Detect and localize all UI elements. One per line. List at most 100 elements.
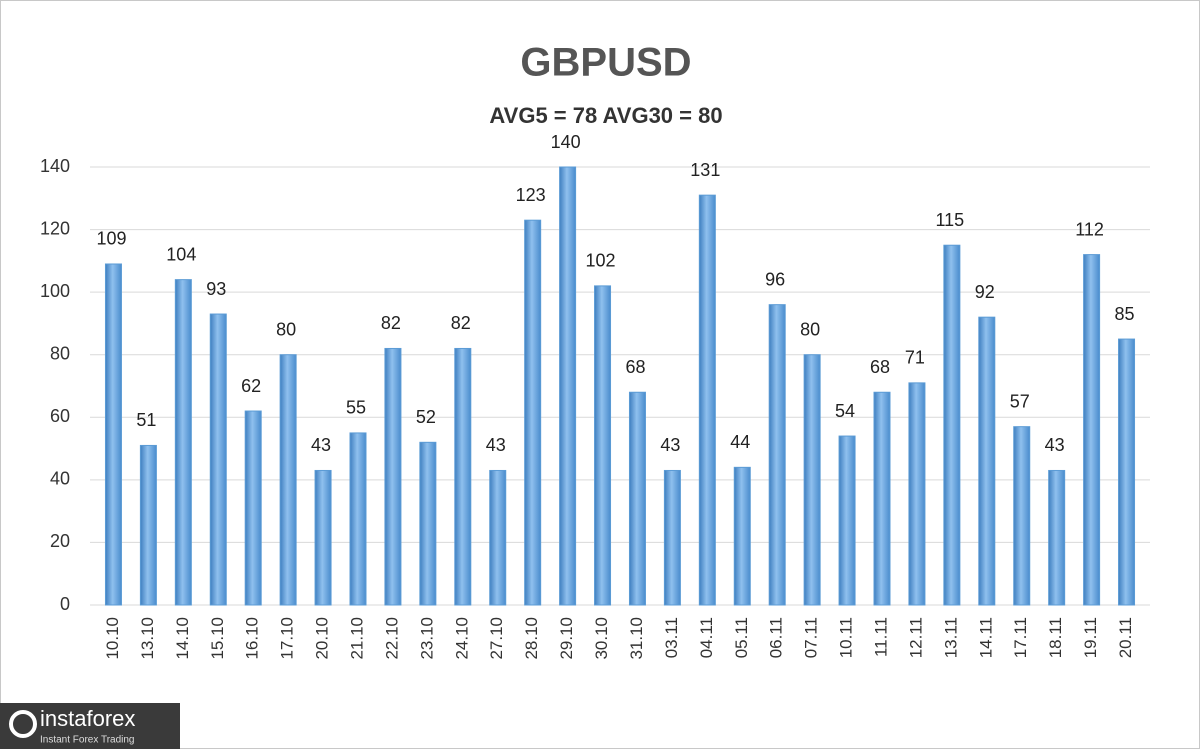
bar <box>384 347 402 606</box>
chart-title: GBPUSD <box>520 41 691 85</box>
bar <box>419 441 437 606</box>
x-tick-label: 07.11 <box>802 617 821 658</box>
bar <box>559 166 577 606</box>
x-tick-label: 17.11 <box>1011 617 1030 658</box>
x-tick-label: 19.11 <box>1081 617 1100 658</box>
bar <box>244 410 262 606</box>
y-tick-label: 20 <box>50 531 70 551</box>
value-label: 82 <box>451 313 471 333</box>
value-label: 68 <box>870 357 890 377</box>
bar <box>873 391 891 606</box>
value-label: 51 <box>136 410 156 430</box>
x-tick-label: 13.10 <box>138 617 157 660</box>
value-label: 112 <box>1075 219 1104 239</box>
x-tick-label: 04.11 <box>697 617 716 658</box>
x-tick-label: 11.11 <box>871 617 890 657</box>
value-label: 102 <box>586 251 616 271</box>
value-label: 57 <box>1010 391 1030 411</box>
bar <box>104 263 122 606</box>
bar <box>139 444 157 606</box>
value-label: 71 <box>905 348 925 368</box>
value-label: 44 <box>730 432 750 452</box>
bar <box>1013 426 1031 606</box>
bar <box>314 469 332 606</box>
bar <box>768 304 786 606</box>
bar <box>803 354 821 606</box>
value-label: 92 <box>975 282 995 302</box>
bar <box>733 466 751 606</box>
x-tick-label: 28.10 <box>522 617 541 660</box>
chart-subtitle: AVG5 = 78 AVG30 = 80 <box>489 103 722 128</box>
value-label: 115 <box>936 210 965 230</box>
value-label: 85 <box>1115 304 1135 324</box>
value-label: 80 <box>800 319 820 339</box>
value-label: 43 <box>486 435 506 455</box>
watermark: instaforex Instant Forex Trading <box>0 703 180 749</box>
value-label: 62 <box>241 376 261 396</box>
bar <box>943 244 961 606</box>
y-tick-label: 0 <box>60 594 70 614</box>
bar <box>663 469 681 606</box>
y-tick-label: 140 <box>40 156 70 176</box>
x-tick-label: 18.11 <box>1046 617 1065 658</box>
bar <box>1118 338 1136 606</box>
x-tick-label: 29.10 <box>557 617 576 660</box>
value-label: 43 <box>311 435 331 455</box>
x-tick-label: 12.11 <box>906 617 925 658</box>
value-label: 68 <box>625 357 645 377</box>
x-tick-label: 16.10 <box>243 617 262 660</box>
x-tick-label: 20.11 <box>1116 617 1135 658</box>
x-tick-label: 30.10 <box>592 617 611 660</box>
x-tick-label: 31.10 <box>627 617 646 660</box>
x-tick-label: 10.11 <box>837 617 856 658</box>
x-tick-label: 27.10 <box>487 617 506 660</box>
bar <box>698 194 716 606</box>
y-tick-label: 120 <box>40 218 70 238</box>
value-label: 43 <box>660 435 680 455</box>
bar <box>908 382 926 606</box>
bar <box>454 347 472 606</box>
value-label: 93 <box>206 279 226 299</box>
bar <box>349 432 367 606</box>
value-label: 82 <box>381 313 401 333</box>
x-tick-label: 14.11 <box>976 617 995 658</box>
y-tick-label: 60 <box>50 406 70 426</box>
value-label: 123 <box>516 185 546 205</box>
bar <box>524 219 542 606</box>
value-label: 131 <box>690 160 720 180</box>
watermark-box <box>0 703 180 749</box>
x-tick-label: 06.11 <box>767 617 786 658</box>
value-label: 140 <box>551 132 581 152</box>
x-tick-label: 20.10 <box>313 617 332 660</box>
value-label: 55 <box>346 398 366 418</box>
x-tick-label: 15.10 <box>208 617 227 660</box>
bar <box>1083 254 1101 606</box>
bar <box>978 316 996 606</box>
x-tick-label: 13.11 <box>941 617 960 658</box>
value-label: 43 <box>1045 435 1065 455</box>
value-label: 109 <box>96 229 126 249</box>
y-tick-label: 100 <box>40 281 70 301</box>
x-tick-label: 14.10 <box>173 617 192 660</box>
bar <box>838 435 856 606</box>
bar <box>594 285 612 606</box>
bar <box>209 313 227 606</box>
watermark-logo <box>9 710 37 738</box>
value-label: 104 <box>166 244 196 264</box>
x-tick-label: 21.10 <box>347 617 366 660</box>
watermark-tagline: Instant Forex Trading <box>40 735 135 746</box>
watermark-brand: instaforex <box>40 706 135 731</box>
x-tick-label: 22.10 <box>382 617 401 660</box>
x-tick-label: 17.10 <box>278 617 297 660</box>
y-tick-label: 40 <box>50 469 70 489</box>
x-tick-label: 10.10 <box>103 617 122 660</box>
bar <box>628 391 646 606</box>
x-tick-label: 05.11 <box>732 617 751 658</box>
bar <box>489 469 507 606</box>
value-label: 80 <box>276 319 296 339</box>
bar <box>174 279 192 606</box>
bar <box>279 354 297 606</box>
value-label: 54 <box>835 401 855 421</box>
y-tick-label: 80 <box>50 343 70 363</box>
